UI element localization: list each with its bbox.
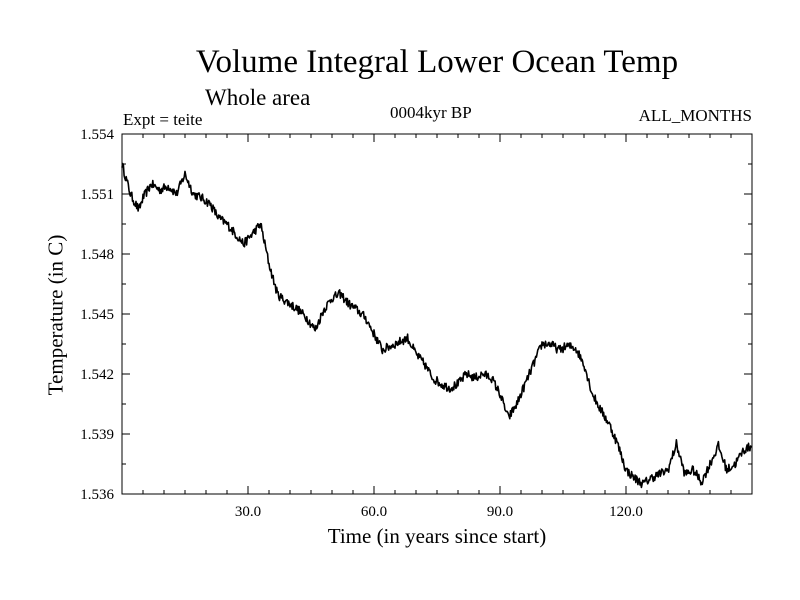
y-tick-label: 1.551 (80, 187, 114, 203)
axis-ticks (122, 133, 752, 495)
tick-labels: 1.536 1.539 1.542 1.545 1.548 1.551 1.554 30.0 6… (80, 127, 643, 520)
y-tick-label: 1.554 (80, 127, 114, 143)
x-tick-label: 60.0 (361, 504, 387, 520)
plot-frame (121, 133, 753, 495)
x-tick-label: 90.0 (487, 504, 513, 520)
x-tick-label: 30.0 (235, 504, 261, 520)
series-line (121, 162, 753, 489)
period-label: 0004kyr BP (390, 103, 472, 122)
months-label: ALL_MONTHS (638, 106, 752, 125)
x-tick-label: 120.0 (609, 504, 643, 520)
y-tick-label: 1.542 (80, 367, 114, 383)
x-axis-label: Time (in years since start) (327, 524, 547, 548)
chart-subtitle: Whole area (205, 85, 311, 110)
chart-title: Volume Integral Lower Ocean Temp (195, 44, 679, 80)
y-tick-label: 1.545 (80, 307, 114, 323)
experiment-label: Expt = teite (123, 110, 203, 129)
y-tick-label: 1.548 (80, 247, 114, 263)
y-tick-label: 1.539 (80, 427, 114, 443)
y-tick-label: 1.536 (80, 487, 114, 503)
